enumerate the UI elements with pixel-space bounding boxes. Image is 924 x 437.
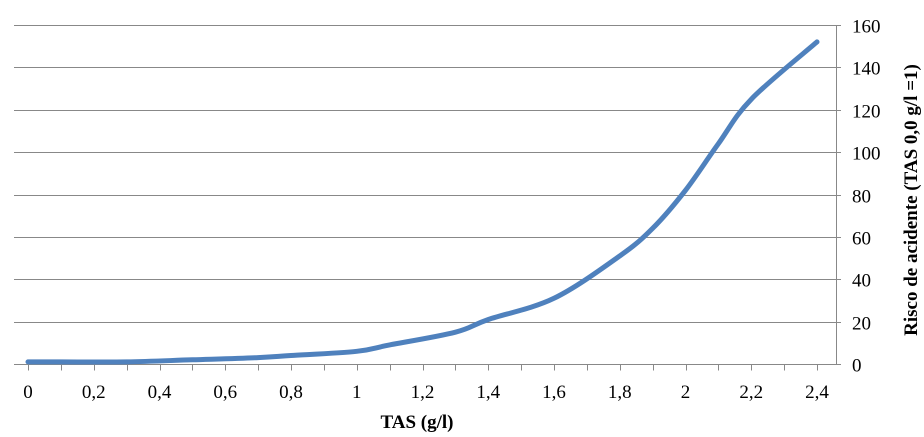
axes [14,25,841,371]
y-tick-label: 160 [852,17,881,38]
y-tick-label: 120 [852,102,881,123]
series-layer [25,39,820,365]
x-tick-label: 2,2 [739,382,763,403]
y-tick-label: 0 [852,356,862,377]
x-tick-label: 1,4 [476,382,500,403]
y-tick-label: 80 [852,187,871,208]
y-tick-label: 60 [852,229,871,250]
x-tick-label: 0,2 [82,382,106,403]
y-tick-label: 20 [852,314,871,335]
x-tick-label: 2,4 [805,382,829,403]
y-tick-label: 140 [852,59,881,80]
series-line [25,39,820,365]
y-axis-title: Risco de acidente (TAS 0,0 g/l =1) [901,64,922,336]
x-tick-label: 0,6 [213,382,237,403]
x-tick-label: 0,8 [279,382,303,403]
x-tick-label: 2 [681,382,691,403]
x-tick-label: 1 [352,382,362,403]
x-tick-label: 1,2 [411,382,435,403]
x-tick-label: 1,8 [608,382,632,403]
gridlines [14,25,836,323]
tick-labels: 0 20 40 60 80 100 120 140 160 0 0,2 0,4 0,6 0,8 1 1,2 1,… [23,17,880,404]
x-tick-label: 0 [23,382,33,403]
y-tick-label: 40 [852,271,871,292]
x-axis-title: TAS (g/l) [380,412,453,433]
y-tick-label: 100 [852,144,881,165]
x-tick-label: 1,6 [542,382,566,403]
x-tick-label: 0,4 [148,382,172,403]
